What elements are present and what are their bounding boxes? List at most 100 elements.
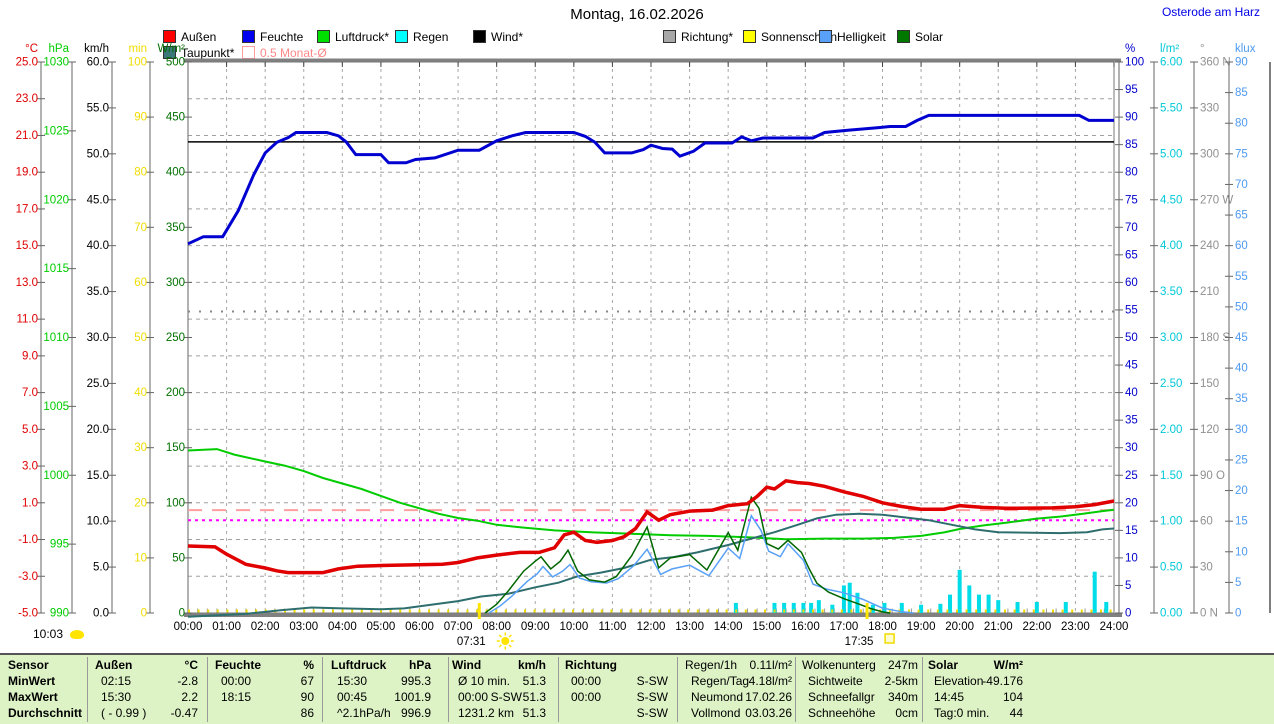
- table-header-cell: Wind: [452, 658, 482, 672]
- table-cell: 86: [300, 706, 314, 720]
- x-axis-label: 22:00: [1022, 621, 1051, 633]
- legend-label: Wind*: [491, 29, 524, 44]
- axis-tick-label: 7.0: [22, 387, 38, 399]
- axis-tick-label: 35: [1235, 393, 1248, 405]
- table-separator: [922, 657, 923, 722]
- axis-tick-label: 500: [166, 57, 185, 69]
- table-header-cell: Luftdruck: [331, 658, 387, 672]
- legend-item-taupunkt-: Taupunkt*: [163, 46, 234, 60]
- rain-bar: [1015, 601, 1020, 613]
- series-feuchte-line: [187, 113, 1114, 246]
- axis-tick-label: 70: [134, 222, 147, 234]
- legend: Außen Feuchte Luftdruck* Regen Wind* Richtung…: [0, 0, 1274, 64]
- table-separator: [322, 657, 323, 722]
- table-cell: -2.8: [177, 674, 198, 688]
- summary-table: Sensor MinWert MaxWert Durchschnitt Außen °C 0…: [0, 653, 1274, 724]
- table-separator: [795, 657, 796, 722]
- axis-tick-label: 995: [50, 539, 69, 551]
- table-cell: 1001.9: [394, 690, 431, 704]
- axis-tick-label: 6.00: [1160, 57, 1182, 69]
- axis-tick-label: 0.0: [93, 608, 109, 620]
- axis-tick-label: 55.0: [87, 102, 109, 114]
- axis-tick-label: 50.0: [87, 148, 109, 160]
- axis-tick-label: 1000: [43, 470, 69, 482]
- table-header-cell: Solar: [928, 658, 959, 672]
- x-axis-label: 03:00: [289, 621, 318, 633]
- table-separator: [558, 657, 559, 722]
- table-separator: [87, 657, 88, 722]
- table-separator: [207, 657, 208, 722]
- page-title: Montag, 16.02.2026: [570, 6, 704, 23]
- axis-tick-label: 0.50: [1160, 562, 1182, 574]
- x-axis-label: 23:00: [1061, 621, 1090, 633]
- rain-bar: [976, 594, 981, 613]
- x-axis-label: 18:00: [868, 621, 897, 633]
- station-name: Osterode am Harz: [1161, 5, 1260, 19]
- legend-item-richtung-: Richtung*: [663, 30, 733, 44]
- series-aussen-line: [187, 478, 1115, 575]
- axis-tick-label: 200: [166, 387, 185, 399]
- legend-item-wind-: Wind*: [473, 29, 524, 44]
- axis-tick-label: 300: [166, 277, 185, 289]
- rain-bar: [996, 600, 1001, 613]
- legend-item-regen: Regen: [395, 30, 448, 44]
- legend-label: 0.5 Monat-Ø: [260, 45, 327, 60]
- axis-tick-label: 3.50: [1160, 286, 1182, 298]
- axis-tick-label: 70: [1235, 179, 1248, 191]
- axis-tick-label: 100: [1125, 57, 1144, 69]
- axis-tick-label: 30: [1235, 424, 1248, 436]
- rain-bar: [1034, 601, 1039, 613]
- axis-tick-label: 15.0: [87, 470, 109, 482]
- table-cell: 2-5km: [884, 674, 918, 688]
- axis-tick-label: 50: [172, 552, 185, 564]
- rain-bar: [967, 585, 972, 613]
- axis-tick-label: 20: [1125, 497, 1138, 509]
- table-cell: 00:45: [337, 690, 368, 704]
- axis-tick-label: 1025: [43, 125, 69, 137]
- x-axis-label: 19:00: [907, 621, 936, 633]
- axis-tick-label: 400: [166, 167, 185, 179]
- axis-tick-label: 23.0: [16, 93, 38, 105]
- axis-tick-label: 15.0: [16, 240, 38, 252]
- axis-tick-label: 300: [1200, 148, 1219, 160]
- x-axis-label: 17:00: [830, 621, 859, 633]
- legend-item-0-5-monat-: 0.5 Monat-Ø: [242, 45, 327, 60]
- axis-unit-min: min: [128, 43, 147, 55]
- axis-tick-label: 9.0: [22, 350, 38, 362]
- axis-tick-label: 5.00: [1160, 148, 1182, 160]
- moonrise-time: 10:03: [33, 627, 64, 641]
- rain-bar: [816, 600, 821, 613]
- axis-tick-label: 5: [1125, 580, 1131, 592]
- series-luftdruck-line: [187, 448, 1115, 541]
- axis-tick-label: 40.0: [87, 240, 109, 252]
- table-cell: 15:30: [337, 674, 368, 688]
- table-cell: 995.3: [400, 674, 431, 688]
- axis-tick-label: 0: [141, 608, 147, 620]
- axis-unit-deg: °: [1200, 43, 1205, 55]
- axis-tick-label: 11.0: [16, 314, 38, 326]
- axis-tick-label: 1020: [43, 194, 69, 206]
- axis-tick-label: 1030: [43, 57, 69, 69]
- axis-unit-pct: %: [1125, 43, 1135, 55]
- x-axis-label: 21:00: [984, 621, 1013, 633]
- legend-swatch: [395, 30, 408, 43]
- axis-tick-label: 15: [1235, 516, 1248, 528]
- rain-bar: [948, 594, 953, 613]
- x-axis-label: 12:00: [637, 621, 666, 633]
- axis-tick-label: 65: [1125, 249, 1138, 261]
- x-axis-label: 01:00: [212, 621, 241, 633]
- legend-swatch: [819, 30, 832, 43]
- axis-tick-label: 30.0: [87, 332, 109, 344]
- table-cell: 2.2: [181, 690, 198, 704]
- legend-label: Solar: [915, 29, 944, 44]
- axis-tick-label: 0 N: [1200, 608, 1218, 620]
- table-cell: 03.03.26: [745, 706, 792, 720]
- sunrise-sun-ray: [508, 644, 512, 648]
- axis-tick-label: 10: [134, 552, 147, 564]
- rain-bar: [791, 602, 796, 613]
- table-header-cell: %: [303, 658, 314, 672]
- legend-item-solar: Solar: [897, 29, 944, 44]
- axis-tick-label: 10: [1235, 546, 1248, 558]
- axis-tick-label: 3.0: [22, 461, 38, 473]
- x-axis-label: 13:00: [675, 621, 704, 633]
